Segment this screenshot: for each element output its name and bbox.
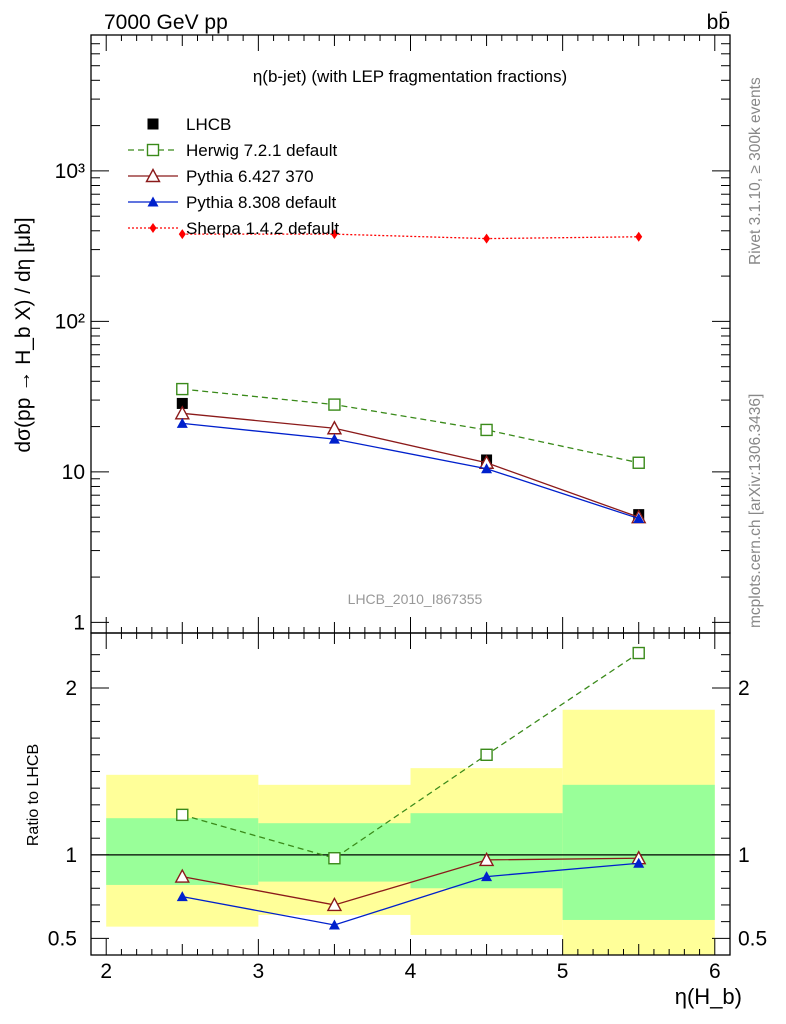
- legend-marker-1: [146, 143, 160, 157]
- series-line-1: [182, 388, 639, 464]
- rivet-note: Rivet 3.1.10, ≥ 300k events: [747, 77, 764, 265]
- ratio-ytick-label: 1: [65, 844, 77, 867]
- ratio-series-layer: [91, 646, 730, 955]
- ratio-ytick-label-right: 0.5: [738, 927, 767, 950]
- legend-marker-2: [145, 168, 161, 183]
- ratio-axis-ticks: 0.5 0.5 1 1 2 2 2 3 4 5 6: [48, 633, 767, 983]
- series-1-point-1: [328, 398, 341, 411]
- ratio-1-point-1: [326, 896, 343, 912]
- ratio-xtick-label: 3: [253, 960, 265, 983]
- ratio-xtick-label: 5: [557, 960, 569, 983]
- ratio-y-axis-label: Ratio to LHCB: [25, 744, 42, 846]
- main-axis-ticks: 1 10 10² 10³: [55, 34, 730, 634]
- x-axis-label: η(H_b): [675, 984, 742, 1009]
- series-line-4: [182, 233, 639, 240]
- legend-marker-3: [147, 196, 159, 207]
- ratio-ytick-label: 0.5: [48, 927, 77, 950]
- ratio-2-point-1: [328, 919, 340, 930]
- legend-marker-4: [149, 223, 157, 233]
- series-0-point-0: [176, 397, 188, 409]
- ratio-xtick-label: 4: [405, 960, 417, 983]
- mcplots-note: mcplots.cern.ch [arXiv:1306.3436]: [747, 394, 764, 628]
- legend-label-3: Pythia 8.308 default: [186, 193, 337, 212]
- analysis-watermark: LHCB_2010_I867355: [348, 591, 483, 607]
- ratio-line-1: [182, 857, 639, 906]
- series-line-3: [182, 422, 639, 520]
- ratio-0-point-1: [328, 852, 341, 865]
- series-4-point-2: [483, 233, 491, 244]
- ratio-0-point-3: [632, 646, 645, 660]
- ratio-ytick-label: 2: [65, 677, 77, 700]
- main-ytick-label: 10³: [55, 160, 85, 183]
- main-ytick-label: 10²: [55, 310, 85, 333]
- main-series-layer: [174, 229, 647, 524]
- ratio-2-point-2: [481, 871, 493, 882]
- ratio-1-point-2: [478, 851, 495, 867]
- ratio-2-point-3: [633, 857, 645, 868]
- series-1-point-0: [176, 382, 189, 396]
- series-4-point-3: [635, 231, 643, 242]
- series-4-point-1: [330, 229, 338, 240]
- main-ytick-label: 10: [62, 461, 85, 484]
- header-right: bb̄: [707, 11, 730, 34]
- legend-label-4: Sherpa 1.4.2 default: [186, 219, 339, 238]
- legend: LHCB Herwig 7.2.1 default Pythia 6.427 370…: [128, 115, 339, 238]
- legend-marker-0: [147, 118, 159, 130]
- legend-label-2: Pythia 6.427 370: [186, 167, 314, 186]
- series-line-2: [182, 412, 639, 518]
- series-1-point-2: [480, 423, 493, 437]
- series-4-point-0: [178, 229, 186, 240]
- main-ytick-label: 1: [73, 611, 85, 634]
- main-y-axis-label: dσ(pp → H_b X) / dη [μb]: [12, 217, 35, 452]
- ratio-line-0: [182, 652, 640, 859]
- header-left: 7000 GeV pp: [104, 11, 228, 34]
- ratio-xtick-label: 2: [100, 960, 112, 983]
- ratio-ytick-label-right: 2: [738, 677, 750, 700]
- series-1-point-3: [632, 456, 645, 469]
- series-3-point-1: [328, 433, 340, 444]
- ratio-2-point-0: [176, 891, 188, 902]
- legend-label-0: LHCB: [186, 115, 231, 134]
- legend-label-1: Herwig 7.2.1 default: [186, 141, 337, 160]
- main-title: η(b-jet) (with LEP fragmentation fractio…: [253, 67, 567, 86]
- ratio-ytick-label-right: 1: [738, 844, 750, 867]
- ratio-1-point-0: [174, 868, 190, 883]
- ratio-xtick-label: 6: [709, 960, 721, 983]
- series-3-point-2: [481, 463, 493, 474]
- ratio-0-point-2: [480, 748, 493, 761]
- series-3-point-0: [176, 417, 188, 428]
- ratio-0-point-0: [176, 808, 189, 822]
- series-3-point-3: [633, 513, 645, 524]
- ratio-line-2: [182, 862, 639, 926]
